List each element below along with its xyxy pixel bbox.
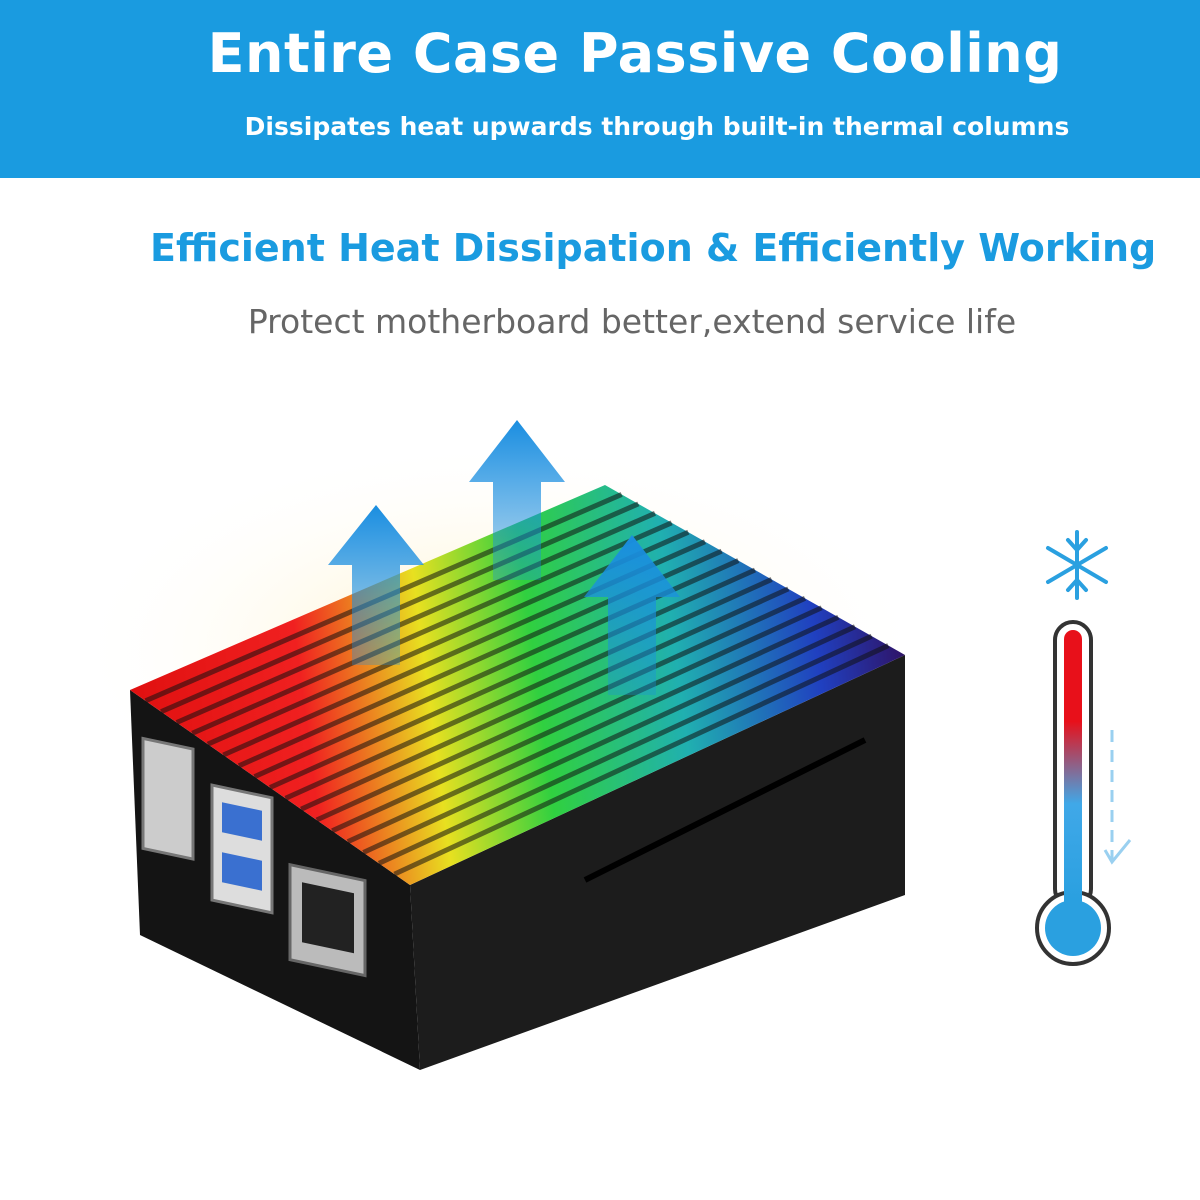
heat-arrow-up-icon [328, 505, 424, 665]
cooling-ridge [191, 520, 673, 736]
snowflake-icon [1046, 530, 1108, 600]
cooling-ridge [362, 624, 857, 855]
feature-heading: Efficient Heat Dissipation & Efficiently… [150, 226, 1157, 270]
cooling-ridge [300, 586, 790, 812]
banner-subtitle: Dissipates heat upwards through built-in… [244, 112, 1070, 141]
cooling-ridge [377, 633, 873, 866]
cooling-ridge [331, 605, 823, 834]
banner-title: Entire Case Passive Cooling [207, 22, 1063, 85]
cooling-ridge [346, 614, 840, 844]
heat-arrow-up-icon [584, 535, 680, 695]
cooling-ridge [284, 577, 773, 801]
heat-arrow-up-icon [469, 420, 565, 580]
cooling-ridge [268, 567, 757, 790]
cooling-ridge [393, 643, 890, 877]
usb-ports [141, 736, 367, 978]
heat-arrows [328, 420, 680, 695]
thermometer-icon [1035, 620, 1132, 966]
cooling-ridge [175, 511, 657, 725]
cooling-ridge [315, 596, 807, 823]
feature-tagline: Protect motherboard better,extend servic… [247, 302, 1017, 341]
header-banner: Entire Case Passive Cooling Dissipates h… [0, 0, 1200, 178]
